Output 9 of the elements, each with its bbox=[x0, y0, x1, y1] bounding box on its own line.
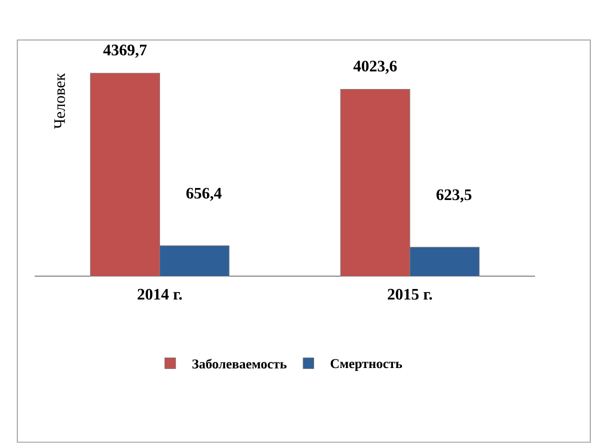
legend-label: Заболеваемость bbox=[192, 358, 287, 369]
x-tick-label: 2014 г. bbox=[138, 288, 182, 300]
data-label: 4023,6 bbox=[353, 60, 397, 74]
data-label: 4369,7 bbox=[103, 44, 147, 58]
y-axis-title: Человек bbox=[54, 73, 65, 129]
legend-label: Смертность bbox=[330, 359, 402, 371]
data-label: 656,4 bbox=[186, 188, 222, 201]
data-label: 623,5 bbox=[436, 189, 472, 202]
x-tick-label: 2015 г. bbox=[388, 288, 432, 300]
